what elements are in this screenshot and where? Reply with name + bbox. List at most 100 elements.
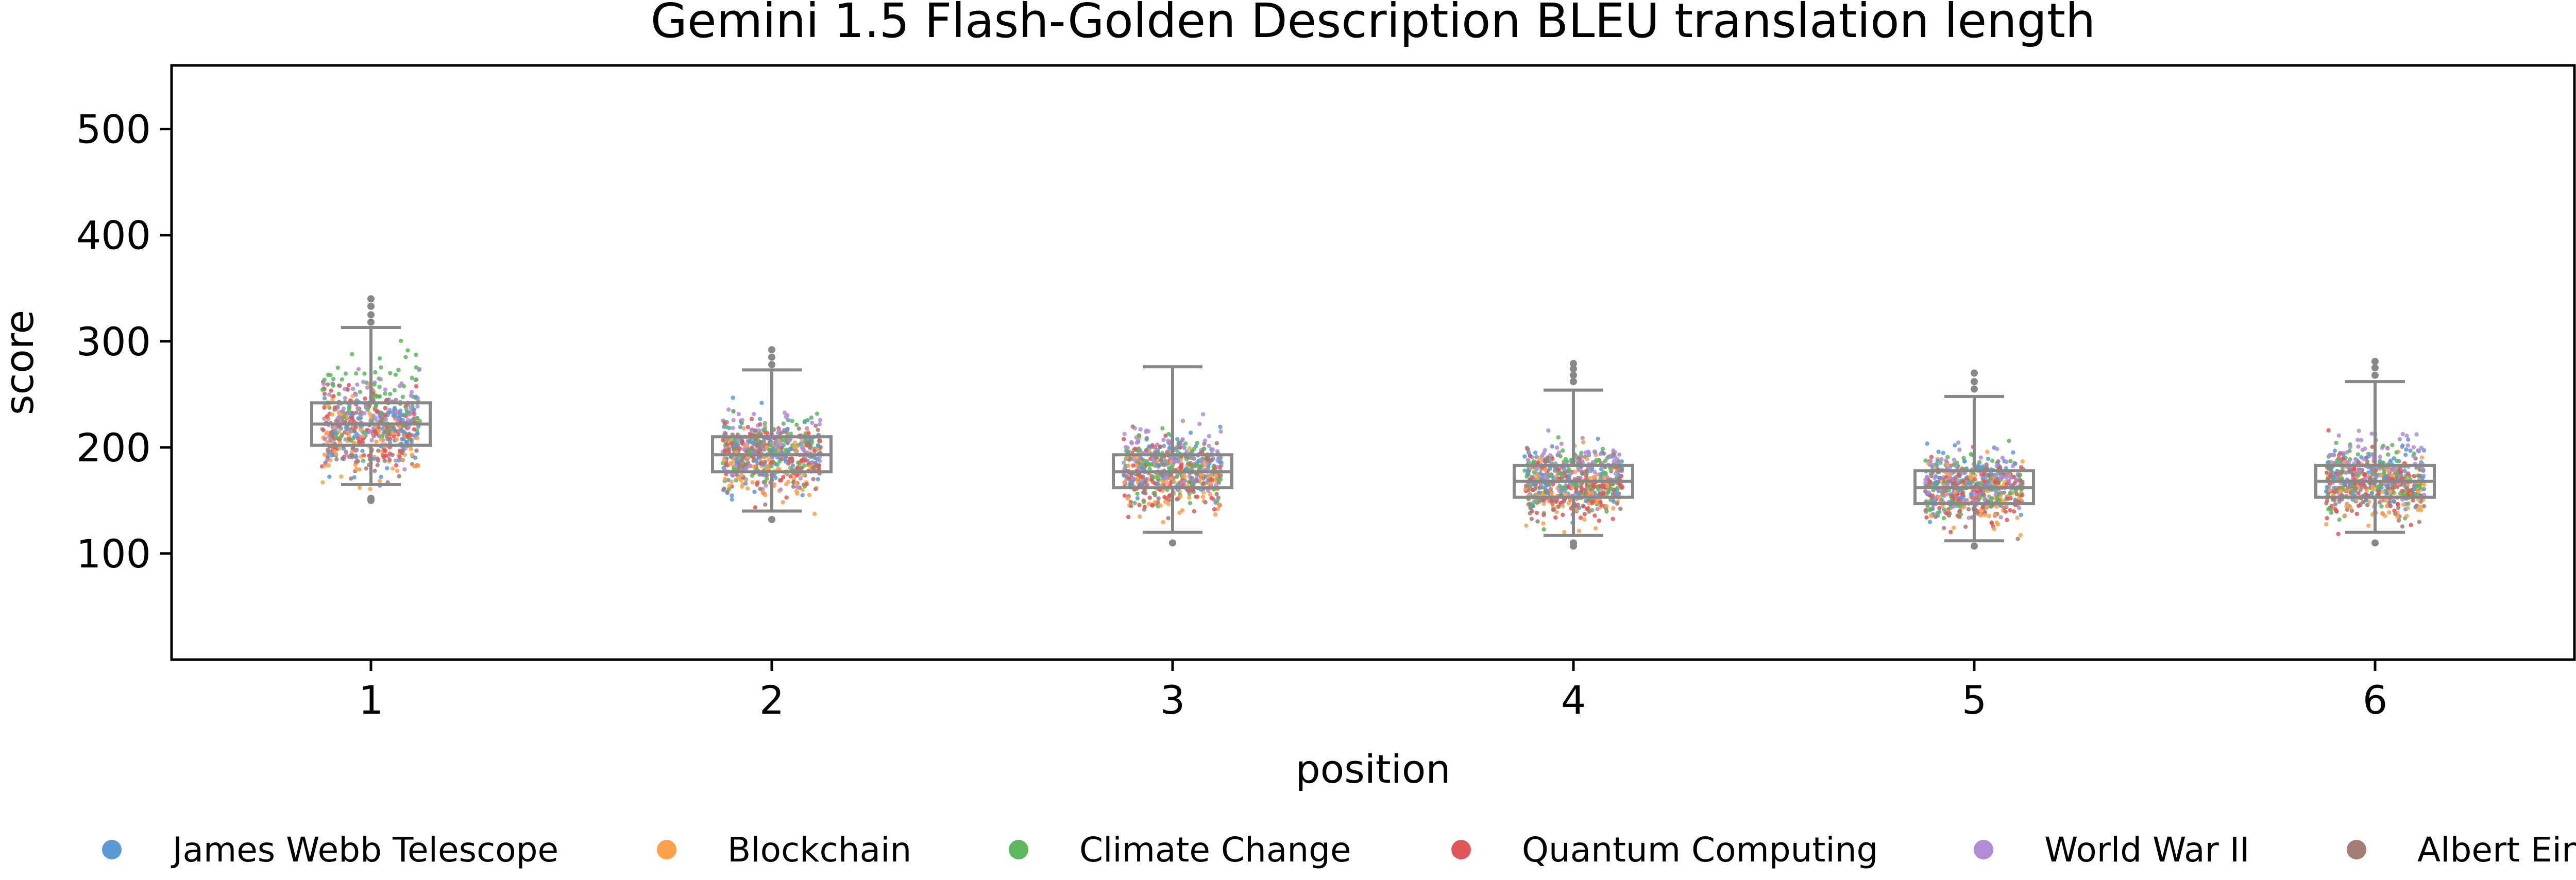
y-tick-label: 300 [76, 319, 151, 365]
strip-point [356, 367, 361, 371]
strip-point [1156, 496, 1161, 501]
strip-point [736, 465, 741, 470]
strip-point [1536, 460, 1540, 464]
flier-point [367, 318, 375, 326]
strip-point [2325, 485, 2329, 490]
strip-point [816, 443, 821, 448]
strip-point [1170, 456, 1175, 460]
strip-point [723, 432, 728, 436]
strip-point [1190, 455, 1195, 460]
strip-point [1166, 502, 1171, 506]
strip-point [392, 388, 397, 393]
strip-point [1162, 495, 1167, 499]
strip-point [394, 463, 399, 468]
strip-point [800, 487, 805, 492]
strip-point [2395, 485, 2400, 489]
strip-point [774, 439, 779, 444]
strip-point [1617, 452, 1622, 457]
strip-point [1137, 434, 1142, 438]
strip-point [2365, 459, 2370, 464]
strip-point [759, 401, 764, 405]
strip-point [1945, 455, 1950, 459]
strip-point [724, 425, 729, 429]
strip-point [1160, 426, 1165, 430]
strip-point [2353, 457, 2358, 461]
strip-point [1528, 454, 1533, 458]
strip-point [1182, 479, 1187, 484]
strip-point [400, 418, 405, 423]
strip-point [396, 432, 401, 437]
strip-point [1586, 506, 1590, 511]
strip-point [788, 474, 793, 479]
strip-point [362, 371, 367, 376]
strip-point [2416, 507, 2420, 512]
strip-point [808, 464, 812, 469]
box-4 [1513, 360, 1634, 550]
strip-point [2404, 434, 2409, 438]
strip-point [2004, 459, 2009, 464]
strip-point [2377, 500, 2382, 505]
strip-point [811, 477, 816, 481]
strip-point [1597, 519, 1601, 523]
strip-point [1935, 511, 1940, 515]
strip-point [1985, 482, 1990, 487]
strip-point [394, 437, 399, 441]
strip-point [414, 384, 419, 389]
strip-point [763, 502, 768, 507]
strip-point [1978, 465, 1983, 470]
strip-point [352, 434, 357, 439]
strip-point [1989, 496, 1994, 501]
strip-point [781, 421, 786, 426]
strip-point [2365, 503, 2370, 508]
strip-point [1579, 486, 1584, 490]
strip-point [755, 480, 759, 486]
strip-point [1924, 515, 1929, 520]
strip-point [401, 384, 406, 389]
strip-point [1590, 460, 1596, 464]
strip-point [2020, 459, 2025, 464]
strip-point [807, 493, 812, 497]
strip-point [1604, 509, 1609, 514]
strip-point [1923, 480, 1928, 486]
strip-point [726, 487, 732, 492]
strip-point [2334, 440, 2338, 445]
strip-point [374, 432, 379, 436]
strip-point [792, 444, 797, 450]
strip-point [1602, 451, 1606, 456]
strip-point [396, 368, 401, 372]
strip-point [1581, 440, 1586, 444]
strip-point [336, 391, 341, 396]
strip-point [350, 352, 354, 356]
strip-point [1975, 489, 1980, 494]
strip-point [1151, 457, 1156, 462]
strip-point [2386, 452, 2391, 457]
strip-point [758, 422, 762, 427]
strip-point [1183, 467, 1188, 472]
legend-label: James Webb Telescope [171, 830, 558, 870]
strip-point [1530, 509, 1534, 514]
strip-point [773, 461, 778, 467]
strip-point [1210, 477, 1214, 482]
strip-point [1158, 503, 1163, 508]
strip-point [1587, 487, 1592, 492]
strip-point [1156, 477, 1161, 481]
strip-point [1153, 450, 1158, 455]
strip-point [1994, 504, 1999, 509]
strip-point [814, 423, 818, 428]
flier-point [1570, 539, 1577, 547]
y-tick-label: 500 [76, 107, 151, 152]
strip-point [353, 425, 358, 429]
x-tick-label: 5 [1962, 677, 1987, 723]
strip-point [2400, 476, 2405, 480]
strip-point [1159, 458, 1163, 462]
strip-point [777, 459, 782, 464]
strip-point [410, 375, 414, 381]
strip-point [804, 482, 809, 487]
strip-point [325, 414, 329, 419]
strip-point [1160, 474, 1165, 479]
strip-point [364, 466, 368, 471]
strip-point [769, 460, 774, 465]
strip-point [340, 377, 344, 382]
strip-point [1544, 472, 1548, 477]
strip-point [785, 427, 789, 432]
